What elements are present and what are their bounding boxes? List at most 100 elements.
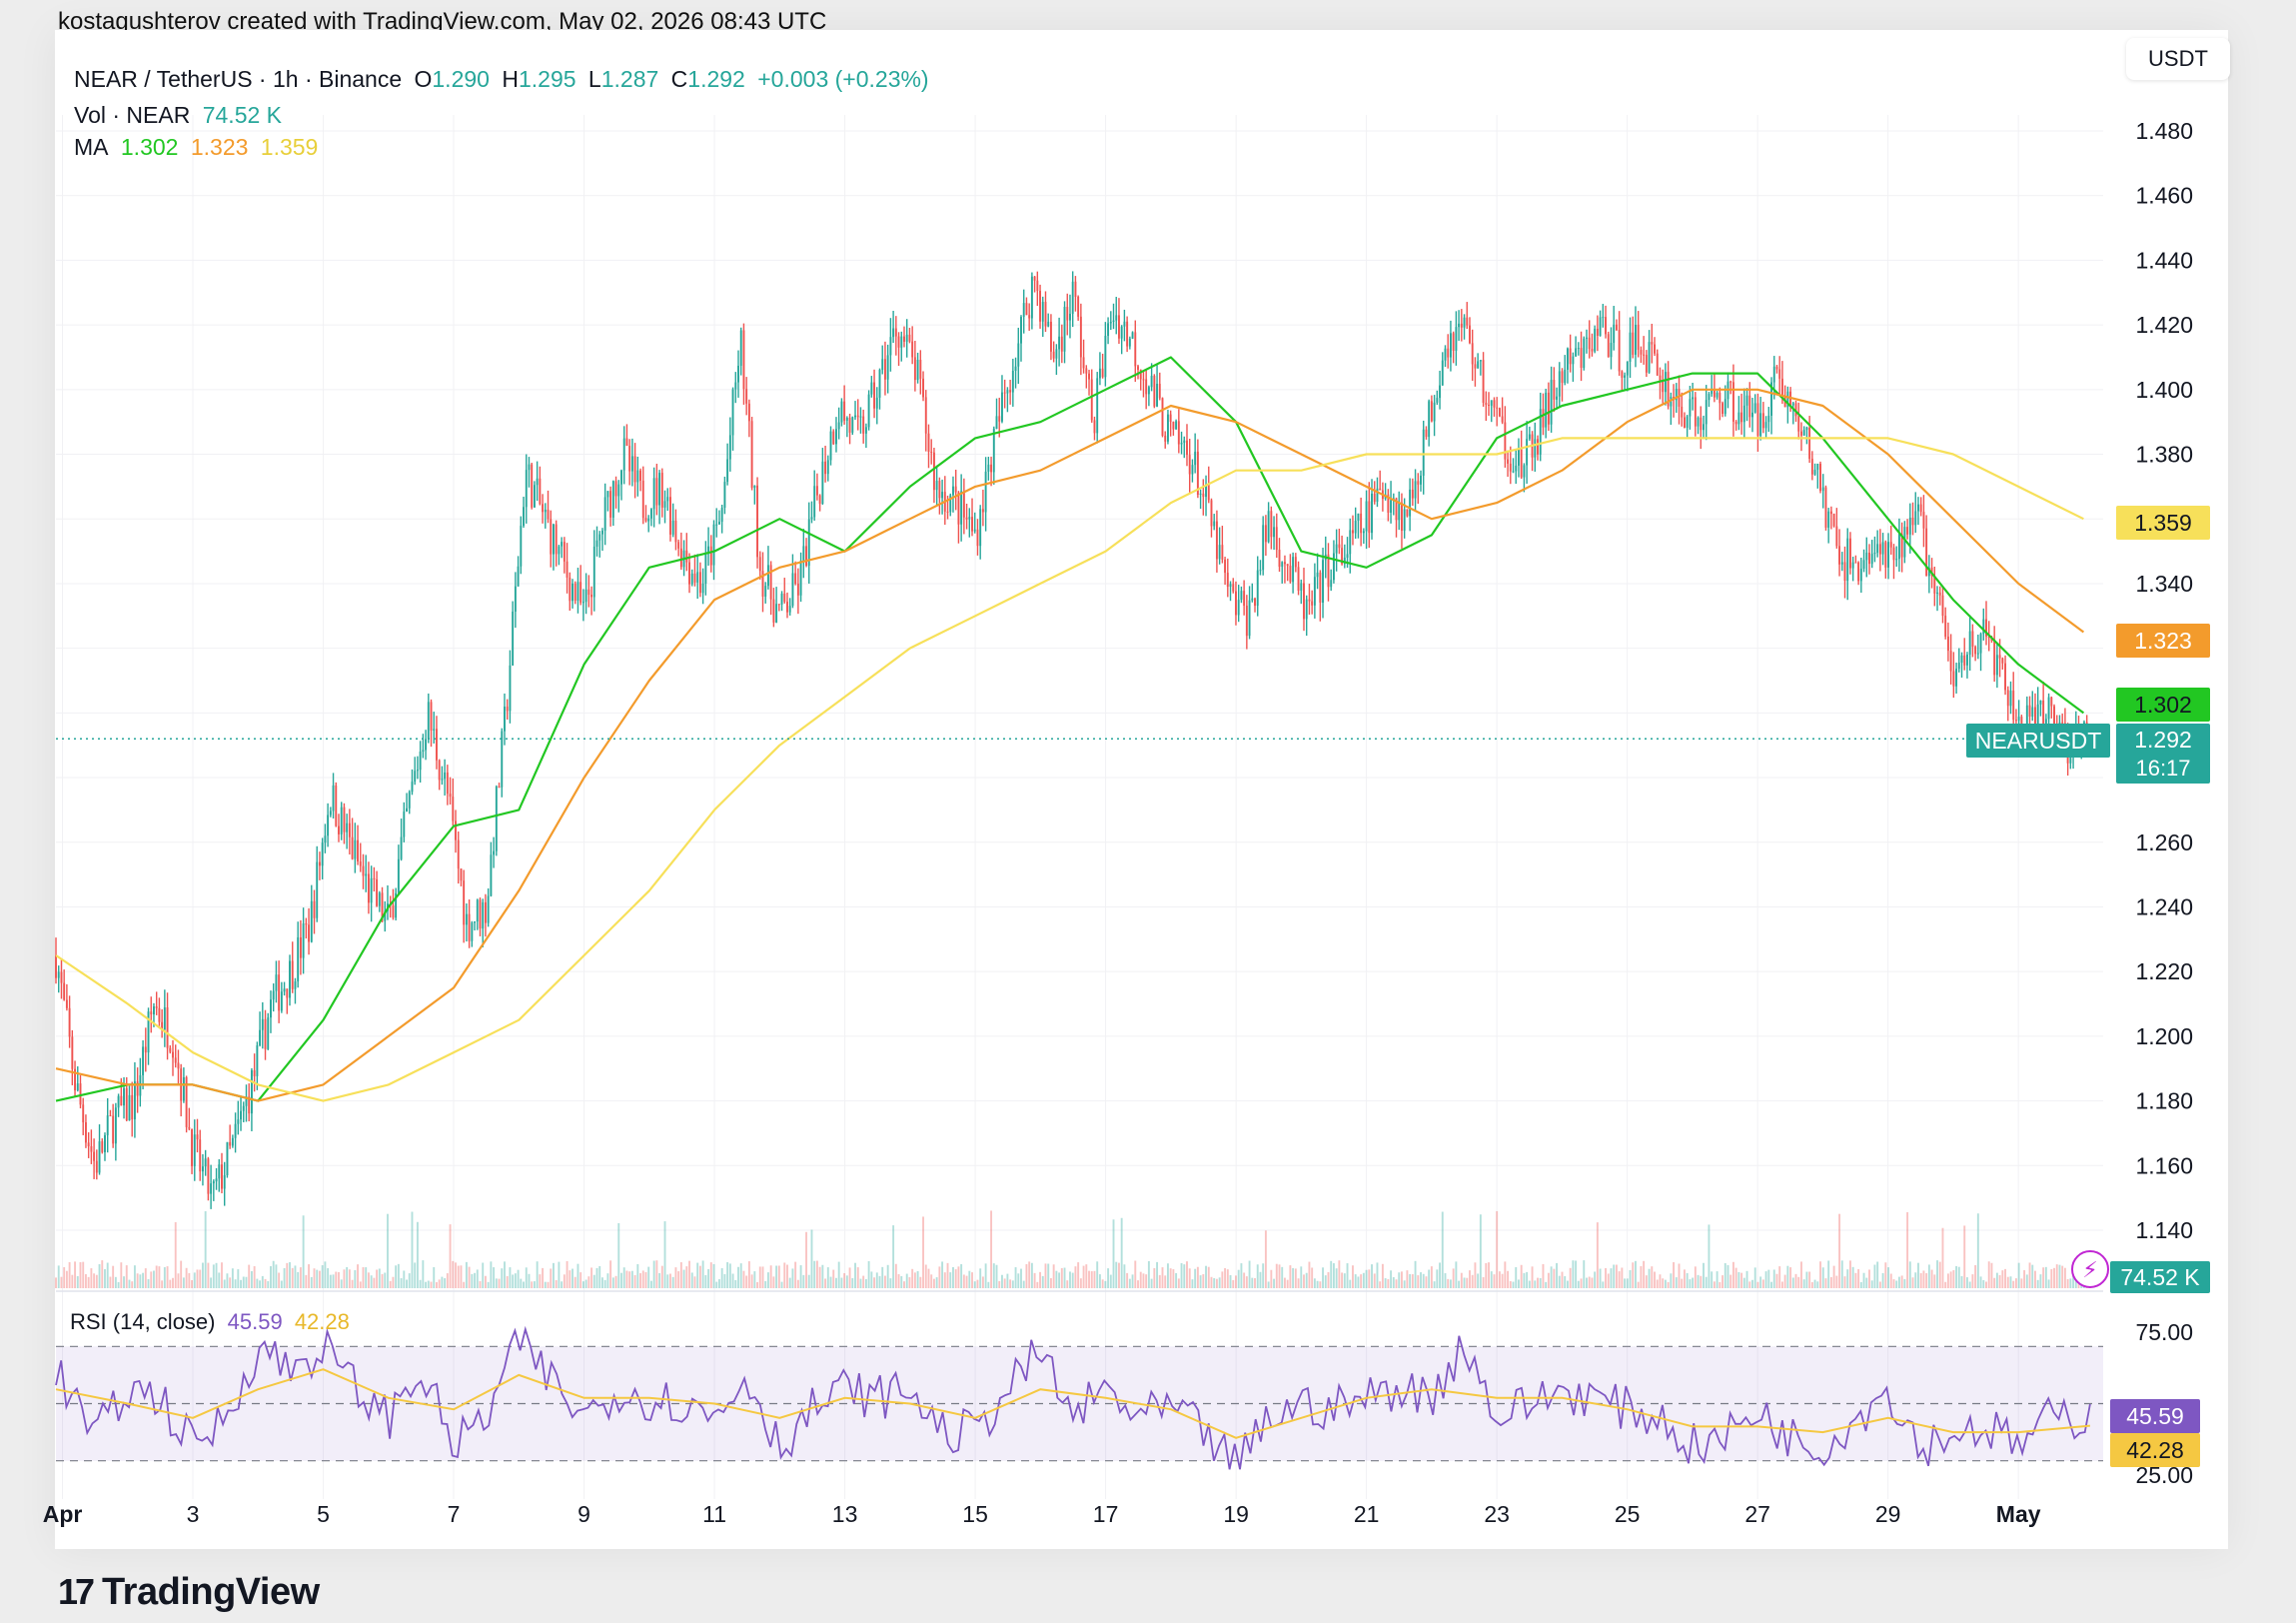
volume-bar <box>1895 1280 1898 1288</box>
volume-bar <box>908 1277 911 1288</box>
candle-body <box>1022 303 1025 318</box>
volume-bar <box>873 1277 876 1288</box>
volume-label[interactable]: Vol · NEAR <box>74 102 191 128</box>
candle-body <box>1123 321 1126 327</box>
candle-body <box>1800 431 1802 436</box>
candle-body <box>259 1029 262 1046</box>
candle-body <box>1300 583 1303 591</box>
volume-bar <box>302 1215 305 1288</box>
candle-body <box>1316 572 1319 578</box>
candle-body <box>723 482 726 509</box>
tradingview-logo[interactable]: 17 TradingView <box>58 1571 320 1614</box>
candle-body <box>422 750 425 753</box>
volume-bar <box>821 1264 824 1288</box>
candle-body <box>1134 332 1137 367</box>
volume-bar <box>2025 1274 2028 1288</box>
candle-body <box>1430 401 1433 422</box>
volume-bar <box>196 1269 199 1288</box>
candle-body <box>133 1081 136 1120</box>
lightning-icon[interactable] <box>2071 1250 2109 1288</box>
volume-bar <box>1218 1277 1221 1288</box>
candle-body <box>1908 517 1911 535</box>
candle-body <box>1096 378 1099 434</box>
volume-bar <box>862 1275 865 1288</box>
candle-body <box>1207 484 1210 501</box>
volume-bar <box>1637 1281 1640 1288</box>
volume-bar <box>892 1225 895 1288</box>
volume-bar <box>1957 1266 1960 1288</box>
volume-bar <box>1808 1271 1811 1288</box>
candle-body <box>832 431 835 445</box>
candle-body <box>1662 381 1665 393</box>
candle-body <box>1166 414 1169 442</box>
candle-body <box>1235 591 1237 616</box>
y-tick-label: 1.200 <box>2135 1023 2193 1049</box>
volume-bar <box>1232 1279 1235 1288</box>
candle-body <box>1463 317 1466 328</box>
candle-body <box>1379 488 1382 491</box>
close-value: 1.292 <box>687 66 745 92</box>
volume-bar <box>495 1278 498 1288</box>
candle-body <box>544 509 547 513</box>
candle-body <box>1101 368 1104 378</box>
volume-bar <box>2017 1262 2020 1288</box>
volume-bar <box>603 1279 606 1288</box>
volume-bar <box>1955 1265 1958 1288</box>
y-tick-label: 1.160 <box>2135 1152 2193 1178</box>
candle-body <box>1139 369 1142 380</box>
candle-body <box>120 1095 123 1106</box>
volume-bar <box>1085 1264 1088 1288</box>
candle-body <box>397 858 400 893</box>
volume-badge-bg <box>2110 1261 2210 1293</box>
candle-body <box>837 422 840 430</box>
volume-bar <box>1703 1262 1705 1288</box>
candle-body <box>294 981 297 989</box>
currency-button[interactable]: USDT <box>2126 38 2230 80</box>
volume-bar <box>679 1262 682 1288</box>
candle-body <box>2036 704 2039 726</box>
candle-body <box>810 517 813 520</box>
candle-body <box>998 416 1001 422</box>
volume-bar <box>1305 1272 1308 1288</box>
candle-body <box>338 825 340 834</box>
candle-body <box>617 484 620 497</box>
volume-bar <box>1876 1261 1879 1288</box>
volume-bar <box>649 1280 652 1288</box>
candle-body <box>1319 572 1322 603</box>
volume-bar <box>1169 1268 1172 1288</box>
symbol-label[interactable]: NEAR / TetherUS · 1h · Binance <box>74 66 403 92</box>
volume-bar <box>1938 1261 1941 1288</box>
volume-bar <box>155 1265 158 1288</box>
candle-body <box>531 464 534 508</box>
candle-body <box>406 808 408 812</box>
volume-bar <box>1791 1277 1794 1288</box>
candle-body <box>957 492 960 525</box>
candle-body <box>1025 303 1028 316</box>
volume-bar <box>1526 1271 1529 1288</box>
volume-bar <box>1602 1281 1605 1288</box>
volume-bar <box>1471 1274 1474 1288</box>
candle-body <box>1373 493 1376 503</box>
volume-bar <box>973 1281 976 1288</box>
volume-bar <box>204 1210 207 1288</box>
volume-bar <box>1800 1261 1802 1288</box>
ma-label[interactable]: MA <box>74 134 109 160</box>
volume-bar <box>1878 1281 1881 1288</box>
volume-bar <box>1859 1281 1862 1288</box>
volume-bar <box>1488 1262 1490 1288</box>
candle-body <box>1365 501 1368 532</box>
volume-bar <box>1063 1267 1066 1288</box>
volume-bar <box>1153 1267 1156 1288</box>
rsi-label[interactable]: RSI (14, close) <box>70 1309 216 1334</box>
volume-bar <box>242 1276 245 1288</box>
volume-bar <box>1264 1230 1267 1288</box>
volume-bar <box>1292 1267 1295 1288</box>
candle-body <box>1452 333 1455 351</box>
volume-bar <box>574 1276 576 1288</box>
y-tick-label: 1.480 <box>2135 118 2193 144</box>
candle-body <box>2047 697 2050 720</box>
volume-bar <box>455 1262 457 1288</box>
candle-body <box>875 397 878 409</box>
volume-bar <box>946 1262 949 1288</box>
